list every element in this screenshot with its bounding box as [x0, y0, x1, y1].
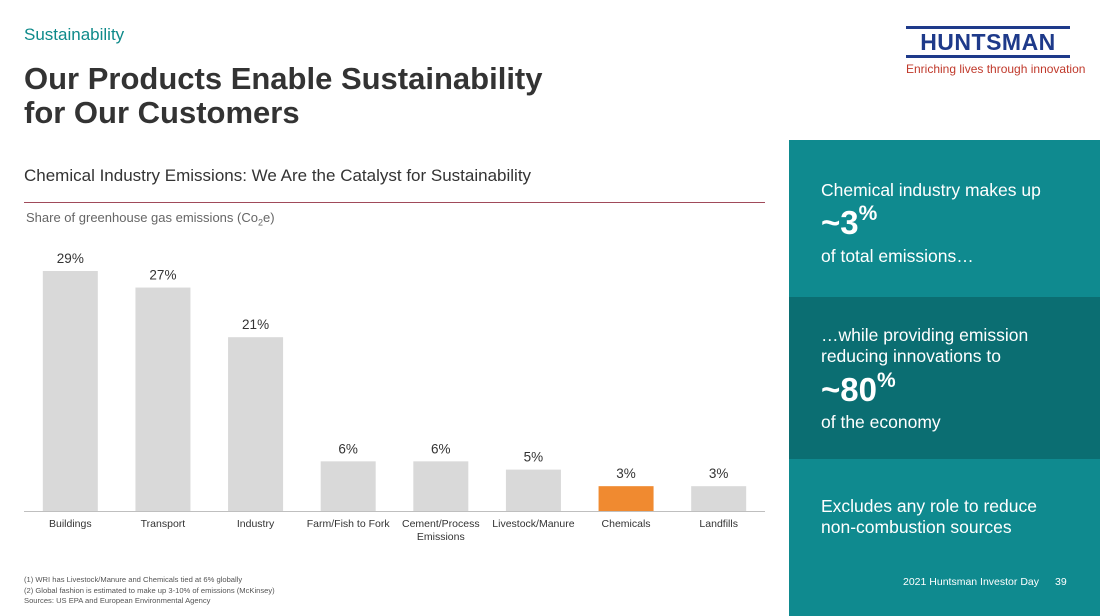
x-tick-label: Landfills — [699, 518, 738, 530]
panel-2-line-1: …while providing emission — [821, 325, 1029, 345]
panel-1-stat-unit: % — [858, 202, 878, 225]
panel-3-line-2: non-combustion sources — [821, 517, 1012, 537]
x-tick-label: Buildings — [49, 518, 92, 530]
footnote-3: Sources: US EPA and European Environment… — [24, 596, 211, 605]
x-tick-label: Cement/Process — [402, 518, 480, 530]
stat-panel-chemical-share: Chemical industry makes up ~3% of total … — [789, 140, 1100, 297]
bar-industry — [228, 337, 284, 511]
chart-measure-label: Share of greenhouse gas emissions (Co2e) — [26, 210, 275, 228]
measure-label-suffix: e) — [262, 210, 275, 225]
bar-landfills — [691, 486, 747, 511]
panel-3-line-1: Excludes any role to reduce — [821, 496, 1037, 516]
x-tick-label: Chemicals — [602, 518, 651, 530]
huntsman-logo: HUNTSMAN Enriching lives through innovat… — [906, 26, 1086, 76]
chart-subheading: Chemical Industry Emissions: We Are the … — [24, 166, 532, 185]
footnote-1: (1) WRI has Livestock/Manure and Chemica… — [24, 575, 243, 584]
panel-1-tail: of total emissions… — [821, 246, 974, 266]
bar-value-label: 3% — [616, 466, 636, 481]
panel-2-stat-value: ~80 — [821, 371, 877, 408]
logo-wordmark: HUNTSMAN — [920, 29, 1056, 55]
bar-value-label: 6% — [431, 441, 451, 456]
footer-page-number: 39 — [1055, 576, 1067, 588]
bar-transport — [135, 287, 191, 511]
note-panel-non-combustion: Excludes any role to reduce non-combusti… — [789, 459, 1100, 616]
subheading-divider — [24, 202, 765, 203]
bar-buildings — [42, 271, 98, 511]
panel-1-stat-value: ~3 — [821, 204, 859, 241]
bar-livestock-manure — [505, 469, 561, 511]
x-tick-label: Industry — [237, 518, 275, 530]
x-tick-label: Livestock/Manure — [492, 518, 574, 530]
section-label: Sustainability — [24, 25, 125, 44]
stat-panel-innovation-share: …while providing emission reducing innov… — [789, 297, 1100, 459]
bar-value-label: 6% — [338, 441, 358, 456]
logo-wordmark-box: HUNTSMAN — [906, 26, 1070, 58]
bar-chemicals — [598, 486, 654, 511]
panel-1-text: Chemical industry makes up — [821, 180, 1041, 200]
emissions-bar-chart: 29% Buildings 27% Transport 21% Industry 6% Far… — [24, 251, 765, 543]
panel-2-tail: of the economy — [821, 412, 941, 432]
x-tick-label: Farm/Fish to Fork — [307, 518, 391, 530]
logo-tagline: Enriching lives through innovation — [906, 62, 1086, 76]
panel-1-stat: ~3% — [821, 202, 877, 242]
measure-label-text: Share of greenhouse gas emissions (Co — [26, 210, 258, 225]
bar-value-label: 3% — [709, 466, 729, 481]
footnotes: (1) WRI has Livestock/Manure and Chemica… — [24, 575, 275, 607]
x-tick-label: Transport — [141, 518, 186, 530]
measure-label-subscript: 2 — [257, 217, 263, 228]
panel-2-line-2: reducing innovations to — [821, 346, 1001, 366]
x-tick-label: Emissions — [417, 531, 465, 543]
footer-event-name: 2021 Huntsman Investor Day — [903, 576, 1039, 588]
page-title-line-1: Our Products Enable Sustainability — [24, 61, 543, 96]
bar-value-label: 21% — [242, 317, 269, 332]
bar-farm-fish-to-fork — [320, 461, 376, 511]
footnote-2: (2) Global fashion is estimated to make … — [24, 585, 275, 595]
bar-value-label: 27% — [149, 268, 176, 283]
panel-2-stat: ~80% — [821, 369, 896, 409]
page-title: Our Products Enable Sustainability for O… — [24, 62, 543, 130]
page-title-line-2: for Our Customers — [24, 95, 300, 130]
panel-2-stat-unit: % — [876, 369, 896, 392]
bar-cement-process — [413, 461, 469, 511]
bar-value-label: 5% — [524, 450, 544, 465]
bar-value-label: 29% — [57, 251, 84, 266]
